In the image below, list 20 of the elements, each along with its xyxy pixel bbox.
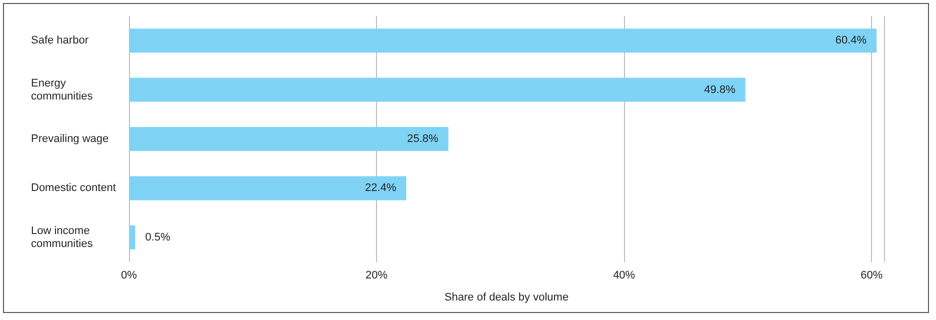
y-tick-label: Prevailing wage	[31, 133, 109, 145]
x-tick-label: 60%	[860, 270, 883, 282]
x-tick-label: 40%	[613, 270, 636, 282]
bar	[129, 225, 136, 250]
y-tick-label: Safe harbor	[31, 34, 89, 47]
data-label: 0.5%	[145, 231, 170, 244]
y-tick-label: Low income communities	[31, 224, 94, 250]
y-tick-label: Domestic content	[31, 182, 116, 194]
data-label: 49.8%	[704, 84, 736, 96]
bar	[129, 28, 877, 53]
data-label: 25.8%	[407, 133, 439, 145]
bar	[129, 127, 448, 151]
bar	[129, 78, 746, 102]
x-tick-label: 0%	[121, 270, 138, 282]
bar	[129, 176, 406, 200]
data-label: 22.4%	[365, 182, 396, 194]
x-axis-title: Share of deals by volume	[444, 292, 569, 304]
y-tick-label: Energy communities	[31, 77, 94, 102]
x-tick-label: 20%	[366, 270, 388, 282]
data-label: 60.4%	[835, 34, 867, 47]
